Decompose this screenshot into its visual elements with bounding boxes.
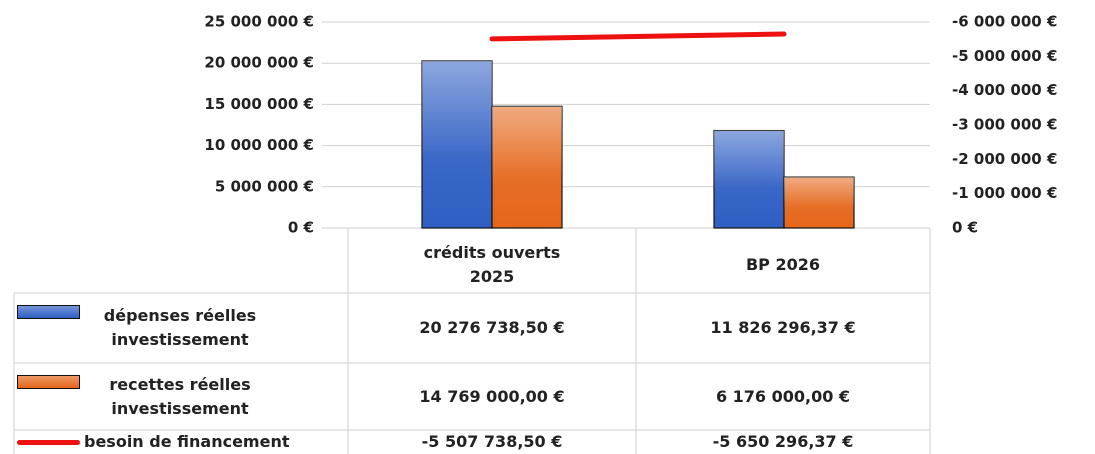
y2-tick-label: 0 € bbox=[952, 219, 978, 237]
table-value: 11 826 296,37 € bbox=[710, 318, 856, 337]
y2-tick-label: -6 000 000 € bbox=[952, 13, 1057, 31]
table-value: -5 507 738,50 € bbox=[421, 432, 563, 451]
y-tick-label: 20 000 000 € bbox=[204, 54, 314, 72]
y-tick-label: 0 € bbox=[288, 219, 314, 237]
legend-label: besoin de financement bbox=[84, 432, 290, 451]
legend-label: recettes réelles investissement bbox=[109, 374, 251, 418]
y-tick-label: 5 000 000 € bbox=[215, 177, 314, 195]
y-tick-label: 15 000 000 € bbox=[204, 95, 314, 113]
y2-tick-label: -3 000 000 € bbox=[952, 116, 1057, 134]
table-value: 14 769 000,00 € bbox=[419, 386, 565, 406]
y-tick-label: 10 000 000 € bbox=[204, 136, 314, 154]
legend-entry: dépenses réelles investissement bbox=[17, 293, 280, 363]
y2-tick-label: -1 000 000 € bbox=[952, 184, 1057, 202]
table-value: 6 176 000,00 € bbox=[715, 386, 851, 406]
category-label: crédits ouverts 2025 bbox=[423, 242, 561, 286]
table-value: -5 650 296,37 € bbox=[712, 432, 854, 451]
y2-tick-label: -5 000 000 € bbox=[952, 47, 1057, 65]
legend-swatch bbox=[17, 439, 80, 445]
y2-tick-label: -4 000 000 € bbox=[952, 81, 1057, 99]
y-tick-label: 25 000 000 € bbox=[204, 13, 314, 31]
legend-label: dépenses réelles investissement bbox=[103, 306, 257, 349]
line-series bbox=[489, 31, 787, 42]
category-label: BP 2026 bbox=[745, 254, 821, 274]
table-borders bbox=[13, 228, 931, 454]
bar-shine bbox=[422, 60, 492, 228]
y2-tick-label: -2 000 000 € bbox=[952, 150, 1057, 168]
legend-entry: recettes réelles investissement bbox=[17, 363, 280, 430]
bar-shine bbox=[714, 130, 784, 228]
table-value: 20 276 738,50 € bbox=[419, 318, 565, 337]
bar-shine bbox=[784, 177, 854, 228]
legend-swatch bbox=[17, 305, 80, 319]
legend-swatch bbox=[17, 375, 80, 389]
legend-entry: besoin de financement bbox=[17, 430, 289, 454]
bar-shine bbox=[492, 106, 562, 228]
